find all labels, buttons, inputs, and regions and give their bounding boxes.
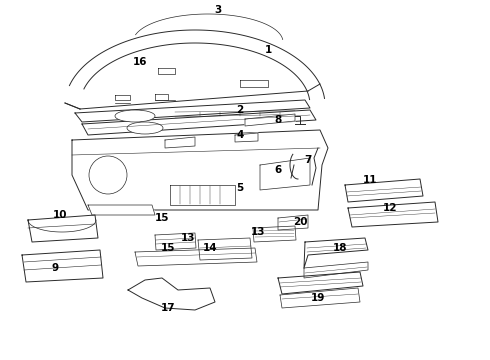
Polygon shape — [253, 226, 296, 242]
Text: 7: 7 — [304, 155, 312, 165]
Text: 15: 15 — [161, 243, 175, 253]
Text: 12: 12 — [383, 203, 397, 213]
Polygon shape — [198, 238, 252, 260]
Polygon shape — [165, 137, 195, 148]
Text: 14: 14 — [203, 243, 217, 253]
Polygon shape — [28, 215, 98, 242]
Polygon shape — [155, 94, 168, 100]
Text: 16: 16 — [133, 57, 147, 67]
Polygon shape — [235, 133, 258, 142]
Text: 13: 13 — [181, 233, 195, 243]
Text: 13: 13 — [251, 227, 265, 237]
Ellipse shape — [115, 110, 155, 122]
Text: 10: 10 — [53, 210, 67, 220]
Ellipse shape — [89, 156, 127, 194]
Polygon shape — [88, 205, 155, 215]
Text: 3: 3 — [215, 5, 221, 15]
Text: 4: 4 — [236, 130, 244, 140]
Polygon shape — [128, 278, 215, 310]
Polygon shape — [115, 95, 130, 100]
Text: 11: 11 — [363, 175, 377, 185]
Polygon shape — [260, 158, 310, 190]
Polygon shape — [278, 215, 308, 230]
Polygon shape — [348, 202, 438, 227]
Ellipse shape — [127, 122, 163, 134]
Polygon shape — [245, 114, 295, 126]
Polygon shape — [345, 179, 423, 202]
Text: 8: 8 — [274, 115, 282, 125]
Text: 6: 6 — [274, 165, 282, 175]
Text: 9: 9 — [51, 263, 59, 273]
Polygon shape — [304, 262, 368, 278]
Polygon shape — [170, 185, 235, 205]
Text: 15: 15 — [155, 213, 169, 223]
Polygon shape — [304, 238, 368, 268]
Text: 19: 19 — [311, 293, 325, 303]
Polygon shape — [280, 288, 360, 308]
Polygon shape — [240, 80, 268, 87]
Polygon shape — [278, 272, 363, 294]
Polygon shape — [75, 100, 310, 122]
Polygon shape — [72, 130, 328, 210]
Polygon shape — [82, 110, 316, 135]
Text: 18: 18 — [333, 243, 347, 253]
Text: 5: 5 — [236, 183, 244, 193]
Polygon shape — [158, 68, 175, 74]
Text: 2: 2 — [236, 105, 244, 115]
Polygon shape — [135, 248, 257, 266]
Text: 17: 17 — [161, 303, 175, 313]
Polygon shape — [155, 233, 196, 250]
Text: 1: 1 — [265, 45, 271, 55]
Polygon shape — [22, 250, 103, 282]
Text: 20: 20 — [293, 217, 307, 227]
